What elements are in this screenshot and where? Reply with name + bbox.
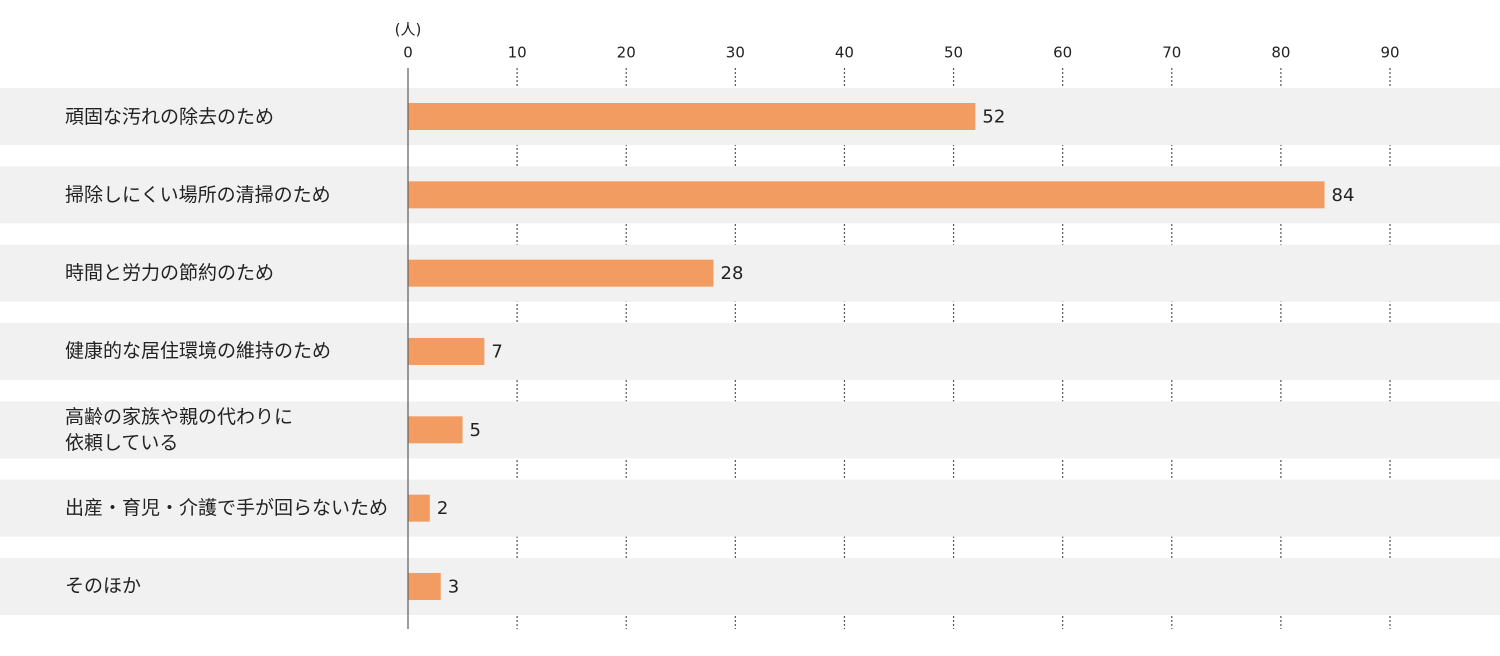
bar xyxy=(408,103,976,130)
x-tick-label: 40 xyxy=(835,44,854,62)
x-tick-label: 0 xyxy=(403,44,413,62)
category-label: 出産・育児・介護で手が回らないため xyxy=(65,497,389,520)
bar xyxy=(408,259,714,287)
category-label: 頑固な汚れの除去のため xyxy=(65,105,275,128)
value-label: 2 xyxy=(437,498,448,519)
category-label: 時間と労力の節約のため xyxy=(65,262,275,285)
row-band xyxy=(0,557,1500,615)
row-band xyxy=(0,244,1500,302)
value-label: 7 xyxy=(491,341,502,362)
x-tick-label: 20 xyxy=(617,44,636,62)
x-tick-label: 70 xyxy=(1162,44,1181,62)
x-tick-label: 60 xyxy=(1053,44,1072,62)
value-label: 52 xyxy=(982,107,1005,128)
value-label: 28 xyxy=(721,263,744,284)
category-label: 高齢の家族や親の代わりに 依頼している xyxy=(65,405,294,454)
unit-label: (人) xyxy=(395,21,422,39)
value-label: 84 xyxy=(1332,185,1355,206)
bar xyxy=(408,494,430,522)
x-tick-label: 50 xyxy=(944,44,963,62)
bar xyxy=(408,181,1325,209)
value-label: 5 xyxy=(470,420,481,441)
row-band xyxy=(0,401,1500,459)
x-tick-label: 30 xyxy=(726,44,745,62)
category-label: 健康的な居住環境の維持のため xyxy=(65,340,332,363)
category-label: そのほか xyxy=(65,575,142,598)
bar xyxy=(408,416,463,444)
bar xyxy=(408,572,441,600)
bar xyxy=(408,337,485,365)
row-band xyxy=(0,322,1500,380)
x-tick-label: 80 xyxy=(1271,44,1290,62)
category-label: 掃除しにくい場所の清掃のため xyxy=(65,183,331,206)
row-band xyxy=(0,479,1500,537)
x-tick-label: 10 xyxy=(508,44,527,62)
value-label: 3 xyxy=(448,576,459,597)
x-tick-label: 90 xyxy=(1380,44,1399,62)
